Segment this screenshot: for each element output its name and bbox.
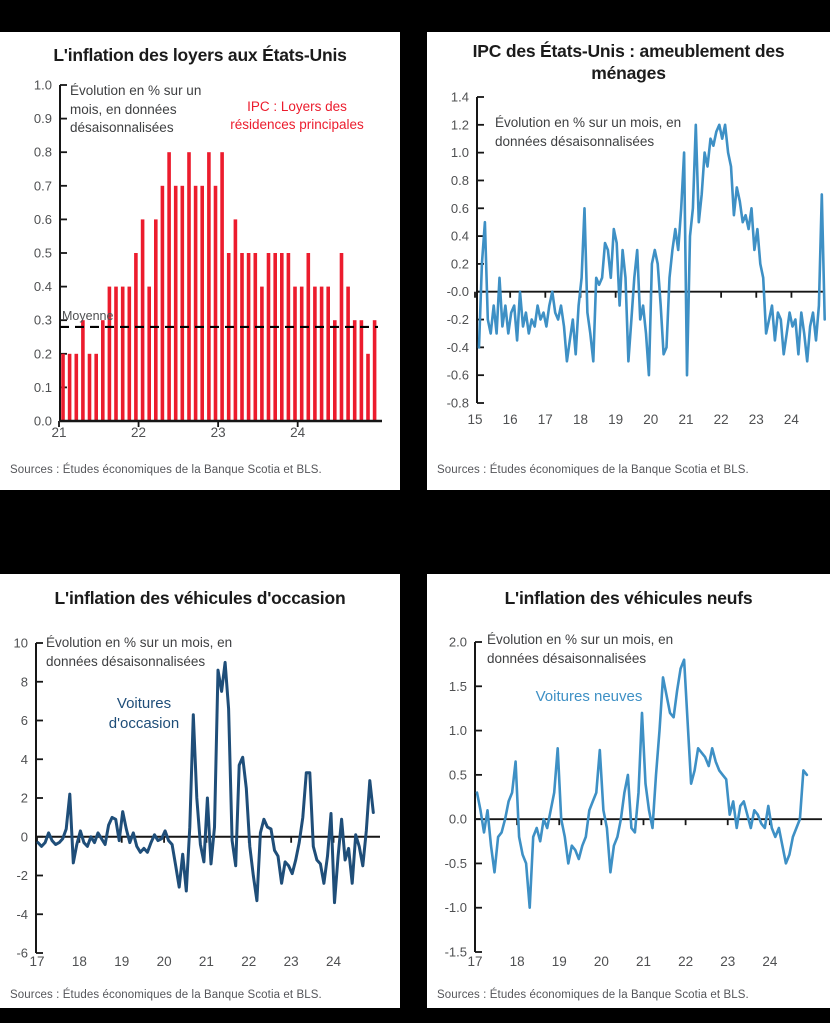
svg-text:1.2: 1.2 <box>451 117 469 132</box>
svg-text:18: 18 <box>573 412 588 427</box>
svg-text:0.2: 0.2 <box>451 256 469 271</box>
svg-text:-1.5: -1.5 <box>445 945 467 960</box>
svg-text:18: 18 <box>72 954 87 969</box>
series-label-voitures-occasion: Voitures d'occasion <box>108 695 180 733</box>
svg-text:0.5: 0.5 <box>34 246 52 261</box>
svg-text:19: 19 <box>114 954 129 969</box>
svg-text:17: 17 <box>538 412 553 427</box>
svg-text:24: 24 <box>290 425 306 440</box>
svg-text:20: 20 <box>643 412 658 427</box>
svg-text:19: 19 <box>552 954 567 969</box>
svg-text:1.5: 1.5 <box>449 679 467 694</box>
svg-text:-0.8: -0.8 <box>447 396 469 411</box>
svg-text:4: 4 <box>21 752 28 767</box>
chart-panel-used-vehicles: 10 8 6 4 2 0 -2 -4 -6 17 18 19 20 21 22 23 24 L'inflatio… <box>0 574 400 1008</box>
svg-text:0.4: 0.4 <box>451 229 469 244</box>
svg-text:23: 23 <box>211 425 226 440</box>
svg-text:1.0: 1.0 <box>451 145 469 160</box>
svg-text:6: 6 <box>21 713 28 728</box>
chart-panel-rent-inflation: 1.0 0.9 0.8 0.7 0.6 0.5 0.4 0.3 0.2 0.1 0.0 21 22 23 2… <box>0 32 400 490</box>
svg-text:-0.2: -0.2 <box>447 312 469 327</box>
svg-text:21: 21 <box>199 954 214 969</box>
svg-text:0.3: 0.3 <box>34 313 52 328</box>
new-vehicles-line-chart: 2.0 1.5 1.0 0.5 0.0 -0.5 -1.0 -1.517 18 19 20 21 22 2… <box>445 635 822 969</box>
svg-text:0.6: 0.6 <box>34 212 52 227</box>
svg-text:0.8: 0.8 <box>451 173 469 188</box>
svg-text:2: 2 <box>21 791 28 806</box>
svg-text:19: 19 <box>608 412 623 427</box>
rent-inflation-bar-chart: 1.0 0.9 0.8 0.7 0.6 0.5 0.4 0.3 0.2 0.1 0.021 22 23 2… <box>34 78 382 440</box>
svg-text:23: 23 <box>749 412 764 427</box>
svg-text:23: 23 <box>720 954 735 969</box>
svg-text:-0.0: -0.0 <box>447 284 469 299</box>
svg-text:0.0: 0.0 <box>449 812 467 827</box>
svg-text:0.4: 0.4 <box>34 279 52 294</box>
svg-text:21: 21 <box>678 412 693 427</box>
sources-note: Sources : Études économiques de la Banqu… <box>437 464 749 476</box>
svg-text:0.0: 0.0 <box>34 414 52 429</box>
svg-text:0.9: 0.9 <box>34 111 52 126</box>
chart-title: L'inflation des loyers aux États-Unis <box>53 45 347 65</box>
axis-annotation: Évolution en % sur un mois, en données d… <box>495 115 682 149</box>
chart-title: L'inflation des véhicules neufs <box>504 588 753 608</box>
svg-text:0.7: 0.7 <box>34 178 52 193</box>
svg-text:18: 18 <box>510 954 525 969</box>
svg-text:22: 22 <box>131 425 146 440</box>
svg-text:22: 22 <box>241 954 256 969</box>
svg-text:1.0: 1.0 <box>34 78 52 93</box>
chart-panel-new-vehicles: 2.0 1.5 1.0 0.5 0.0 -0.5 -1.0 -1.5 17 18 19 20 21 22 2… <box>427 574 830 1008</box>
svg-text:-0.4: -0.4 <box>447 340 469 355</box>
svg-text:16: 16 <box>503 412 518 427</box>
svg-text:2.0: 2.0 <box>449 635 467 650</box>
chart-title: L'inflation des véhicules d'occasion <box>54 588 346 608</box>
svg-text:24: 24 <box>326 954 342 969</box>
svg-text:-0.5: -0.5 <box>445 856 467 871</box>
svg-text:0.1: 0.1 <box>34 380 52 395</box>
svg-text:0.2: 0.2 <box>34 346 52 361</box>
svg-text:23: 23 <box>284 954 299 969</box>
svg-text:22: 22 <box>714 412 729 427</box>
svg-text:10: 10 <box>14 636 28 651</box>
svg-text:1.4: 1.4 <box>451 90 469 105</box>
sources-note: Sources : Études économiques de la Banqu… <box>437 989 749 1001</box>
svg-text:-6: -6 <box>16 946 28 961</box>
chart-title: IPC des États-Unis : ameublement des mén… <box>472 41 785 84</box>
svg-text:17: 17 <box>29 954 44 969</box>
axis-annotation: Évolution en % sur un mois, en données d… <box>487 632 674 666</box>
svg-text:-0.6: -0.6 <box>447 368 469 383</box>
chart-panel-household-furnishings: 1.4 1.2 1.0 0.8 0.6 0.4 0.2 -0.0 -0.2 -0.4 -0.6 -0.… <box>427 32 830 490</box>
svg-text:24: 24 <box>762 954 778 969</box>
axis-annotation: Évolution en % sur un mois, en données d… <box>46 635 233 669</box>
svg-text:24: 24 <box>784 412 800 427</box>
svg-text:1.0: 1.0 <box>449 723 467 738</box>
svg-text:17: 17 <box>467 954 482 969</box>
series-label-voitures-neuves: Voitures neuves <box>535 688 643 705</box>
svg-text:22: 22 <box>678 954 693 969</box>
svg-text:8: 8 <box>21 674 28 689</box>
svg-text:15: 15 <box>467 412 482 427</box>
svg-text:0.6: 0.6 <box>451 201 469 216</box>
svg-text:0.8: 0.8 <box>34 145 52 160</box>
svg-text:-4: -4 <box>16 907 28 922</box>
svg-text:0: 0 <box>21 829 28 844</box>
sources-note: Sources : Études économiques de la Banqu… <box>10 989 322 1001</box>
svg-text:-2: -2 <box>16 868 28 883</box>
svg-text:20: 20 <box>594 954 609 969</box>
series-label-ipc-loyers: IPC : Loyers des résidences principales <box>230 99 364 133</box>
furnishings-line-chart: 1.4 1.2 1.0 0.8 0.6 0.4 0.2 -0.0 -0.2 -0.4 -0.6 -0.… <box>447 90 827 427</box>
svg-text:20: 20 <box>157 954 172 969</box>
svg-text:0.5: 0.5 <box>449 767 467 782</box>
svg-text:-1.0: -1.0 <box>445 900 467 915</box>
sources-note: Sources : Études économiques de la Banqu… <box>10 464 322 476</box>
axis-annotation: Évolution en % sur un mois, en données d… <box>70 83 202 136</box>
svg-text:21: 21 <box>636 954 651 969</box>
mean-line-label: Moyenne <box>62 309 114 323</box>
svg-text:21: 21 <box>51 425 66 440</box>
